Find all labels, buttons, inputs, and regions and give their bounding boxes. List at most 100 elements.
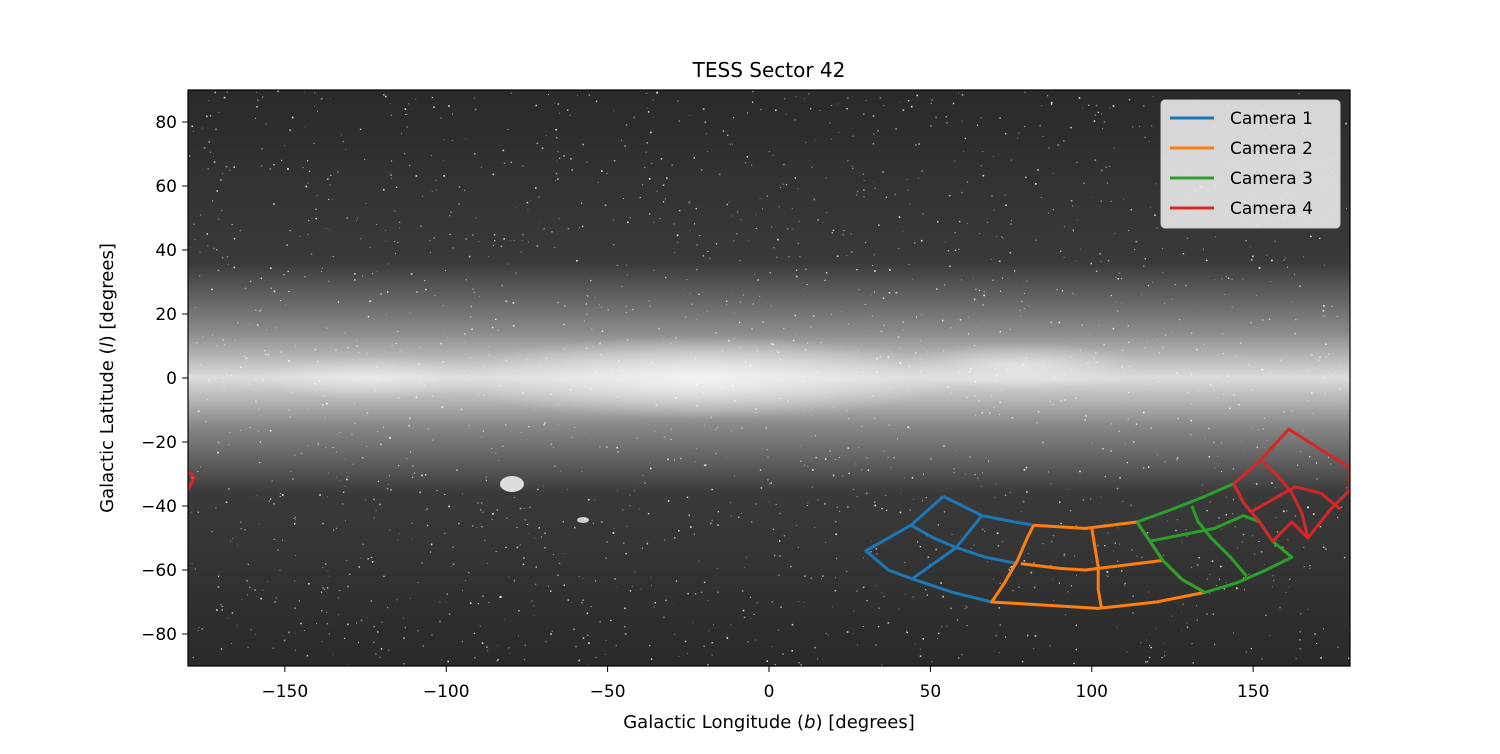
star-dot [1110, 200, 1112, 202]
star-dot [1018, 586, 1020, 588]
star-dot [937, 638, 939, 639]
star-dot [1048, 471, 1050, 473]
star-dot [996, 374, 998, 377]
star-dot [341, 134, 342, 136]
star-dot [807, 502, 809, 504]
star-dot [951, 534, 953, 535]
star-dot [1112, 105, 1115, 107]
star-dot [942, 319, 944, 322]
star-dot [1214, 236, 1216, 238]
star-dot [376, 224, 378, 225]
star-dot [516, 207, 517, 208]
star-dot [776, 256, 778, 258]
star-dot [981, 528, 984, 531]
star-dot [1050, 103, 1053, 105]
star-dot [808, 93, 810, 95]
star-dot [586, 347, 588, 349]
star-dot [922, 213, 924, 215]
star-dot [1146, 660, 1149, 663]
star-dot [862, 586, 865, 589]
star-dot [493, 234, 496, 236]
star-dot [993, 407, 995, 409]
star-dot [1273, 579, 1275, 582]
star-dot [1181, 629, 1182, 631]
star-dot [852, 633, 854, 634]
star-dot [318, 379, 321, 382]
star-dot [356, 345, 358, 347]
star-dot [354, 402, 355, 404]
star-dot [360, 557, 362, 559]
star-dot [244, 287, 247, 290]
star-dot [887, 362, 888, 363]
star-dot [702, 255, 704, 257]
star-dot [1104, 545, 1106, 547]
star-dot [649, 213, 651, 215]
star-dot [1264, 417, 1266, 419]
star-dot [422, 195, 424, 197]
star-dot [239, 521, 242, 523]
star-dot [1146, 340, 1148, 342]
star-dot [342, 491, 345, 493]
star-dot [207, 245, 209, 247]
star-dot [1185, 285, 1187, 287]
star-dot [315, 217, 317, 220]
star-dot [308, 408, 310, 410]
star-dot [347, 663, 349, 665]
star-dot [835, 380, 837, 382]
star-dot [194, 307, 196, 308]
star-dot [346, 478, 348, 481]
star-dot [507, 263, 508, 265]
star-dot [344, 458, 346, 460]
star-dot [862, 113, 865, 115]
star-dot [259, 462, 261, 464]
star-dot [624, 607, 626, 610]
star-dot [1242, 577, 1245, 579]
star-dot [1227, 375, 1229, 377]
star-dot [571, 437, 573, 438]
star-dot [307, 182, 309, 184]
star-dot [1116, 626, 1118, 628]
star-dot [675, 580, 677, 582]
star-dot [1325, 343, 1327, 345]
star-dot [690, 526, 692, 528]
star-dot [930, 102, 932, 105]
star-dot [636, 369, 637, 370]
star-dot [601, 330, 604, 332]
star-dot [644, 482, 646, 484]
star-dot [847, 506, 849, 508]
star-dot [1022, 364, 1025, 366]
star-dot [1295, 658, 1297, 660]
star-dot [961, 94, 964, 96]
star-dot [663, 372, 665, 374]
star-dot [996, 236, 997, 237]
star-dot [458, 343, 460, 345]
star-dot [755, 503, 757, 505]
star-dot [1270, 350, 1271, 352]
star-dot [1107, 532, 1109, 534]
star-dot [805, 268, 807, 270]
star-dot [209, 115, 212, 117]
star-dot [804, 98, 805, 99]
star-dot [300, 165, 302, 167]
star-dot [524, 519, 526, 521]
star-dot [1082, 107, 1083, 109]
star-dot [1004, 494, 1007, 496]
star-dot [813, 198, 816, 201]
star-dot [762, 208, 763, 210]
star-dot [815, 435, 816, 437]
star-dot [441, 406, 444, 408]
star-dot [991, 395, 993, 397]
star-dot [693, 157, 695, 159]
star-dot [1114, 232, 1116, 234]
star-dot [582, 143, 584, 146]
star-dot [1092, 197, 1094, 199]
star-dot [1053, 599, 1055, 602]
star-dot [1025, 367, 1027, 369]
star-dot [1284, 257, 1286, 259]
star-dot [861, 371, 864, 374]
star-dot [371, 561, 374, 563]
star-dot [1208, 276, 1210, 277]
star-dot [675, 397, 677, 399]
star-dot [722, 130, 725, 132]
star-dot [1272, 586, 1273, 588]
